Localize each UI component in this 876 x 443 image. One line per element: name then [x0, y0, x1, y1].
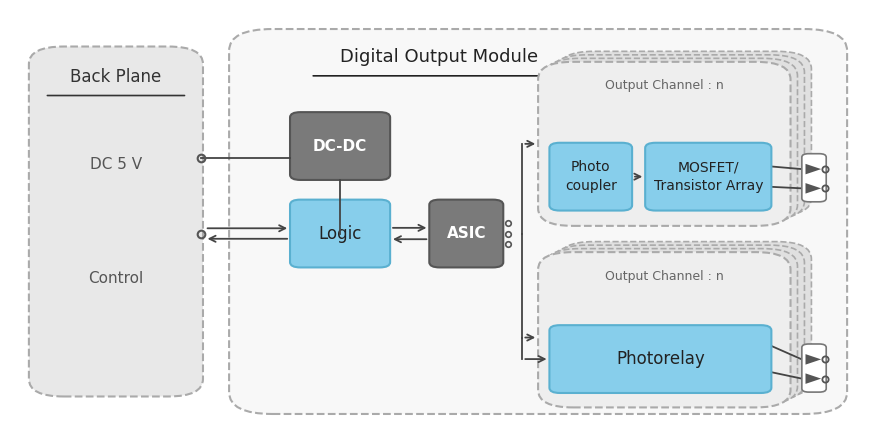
Text: Output Channel : n: Output Channel : n	[605, 270, 724, 283]
FancyBboxPatch shape	[29, 47, 203, 396]
Polygon shape	[806, 164, 821, 175]
Text: DC 5 V: DC 5 V	[90, 157, 142, 172]
FancyBboxPatch shape	[549, 143, 632, 210]
Polygon shape	[806, 354, 821, 365]
FancyBboxPatch shape	[549, 325, 772, 393]
FancyBboxPatch shape	[290, 200, 390, 268]
Text: MOSFET/
Transistor Array: MOSFET/ Transistor Array	[653, 160, 763, 193]
FancyBboxPatch shape	[429, 200, 504, 268]
FancyBboxPatch shape	[538, 62, 790, 226]
FancyBboxPatch shape	[559, 241, 811, 397]
Text: DC-DC: DC-DC	[313, 139, 367, 154]
Text: Logic: Logic	[318, 225, 362, 242]
FancyBboxPatch shape	[559, 51, 811, 215]
Text: Control: Control	[88, 271, 144, 286]
FancyBboxPatch shape	[230, 29, 847, 414]
Text: Photorelay: Photorelay	[616, 350, 705, 368]
Text: ASIC: ASIC	[447, 226, 486, 241]
FancyBboxPatch shape	[645, 143, 772, 210]
Text: Back Plane: Back Plane	[70, 68, 161, 86]
FancyBboxPatch shape	[802, 154, 826, 202]
FancyBboxPatch shape	[538, 252, 790, 408]
FancyBboxPatch shape	[552, 55, 804, 219]
FancyBboxPatch shape	[545, 58, 797, 222]
Text: Photo
coupler: Photo coupler	[565, 160, 617, 193]
Polygon shape	[806, 373, 821, 384]
FancyBboxPatch shape	[545, 249, 797, 404]
FancyBboxPatch shape	[290, 112, 390, 180]
FancyBboxPatch shape	[552, 245, 804, 400]
FancyBboxPatch shape	[802, 344, 826, 392]
Text: Output Channel : n: Output Channel : n	[605, 79, 724, 93]
Polygon shape	[806, 183, 821, 194]
Text: Digital Output Module: Digital Output Module	[340, 48, 538, 66]
